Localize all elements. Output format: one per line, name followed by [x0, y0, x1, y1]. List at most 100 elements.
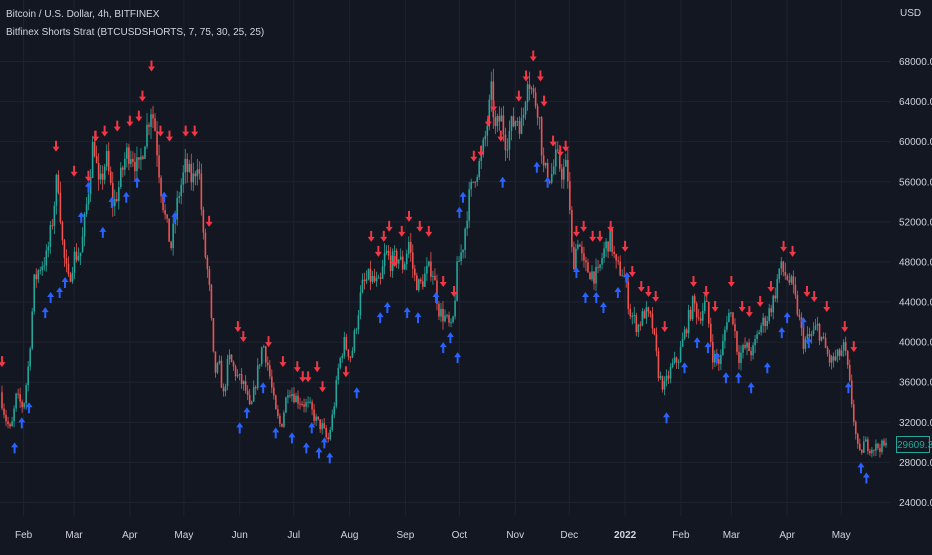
- short-signal-arrow: [628, 265, 636, 277]
- candle-body: [544, 162, 547, 166]
- short-signal-arrow: [385, 220, 393, 232]
- short-signal-arrow: [265, 336, 273, 348]
- candle-body: [49, 225, 52, 247]
- candle-body: [301, 403, 303, 405]
- candle-body: [705, 300, 708, 302]
- candle-body: [275, 395, 277, 410]
- candle-body: [1, 392, 3, 409]
- candle-body: [548, 182, 551, 184]
- candle-body: [91, 141, 94, 178]
- y-tick-label: 56000.0: [899, 177, 932, 188]
- candle-body: [210, 284, 213, 319]
- candle-body: [810, 334, 813, 337]
- candle-body: [244, 381, 247, 391]
- candle-body: [444, 315, 446, 322]
- candle-body: [341, 355, 344, 358]
- candle-body: [742, 345, 744, 353]
- candle-body: [67, 263, 70, 275]
- candle-body: [5, 414, 7, 422]
- long-signal-arrow: [857, 462, 865, 474]
- candle-body: [579, 244, 581, 247]
- candle-body: [865, 439, 867, 442]
- candle-body: [194, 173, 197, 177]
- candle-body: [345, 336, 348, 350]
- short-signal-arrow: [484, 115, 492, 127]
- long-signal-arrow: [581, 292, 589, 304]
- short-signal-arrow: [367, 230, 375, 242]
- candle-body: [407, 241, 410, 254]
- candle-body: [434, 275, 436, 281]
- candle-body: [353, 330, 356, 351]
- candle-body: [826, 347, 829, 355]
- candle-body: [57, 174, 60, 193]
- short-signal-arrow: [113, 120, 121, 132]
- candle-body: [728, 312, 730, 323]
- candle-body: [152, 114, 154, 119]
- candle-body: [788, 279, 791, 283]
- indicator-title[interactable]: Bitfinex Shorts Strat (BTCUSDSHORTS, 7, …: [6, 27, 265, 38]
- candle-body: [226, 358, 229, 387]
- candle-body: [720, 355, 722, 364]
- candle-body: [87, 194, 90, 205]
- candle-body: [53, 205, 56, 226]
- candle-body: [333, 406, 336, 415]
- candle-body: [671, 362, 674, 368]
- candle-body: [528, 84, 531, 89]
- short-signal-arrow: [580, 220, 588, 232]
- long-signal-arrow: [432, 292, 440, 304]
- candle-body: [514, 121, 517, 127]
- candle-body: [168, 218, 170, 242]
- candle-body: [97, 163, 100, 180]
- short-signal-arrow: [416, 220, 424, 232]
- candle-body: [343, 336, 346, 356]
- candle-body: [484, 135, 487, 140]
- candle-body: [403, 264, 406, 270]
- short-signal-arrow: [182, 125, 190, 137]
- candle-body: [15, 393, 17, 409]
- candle-body: [283, 412, 285, 427]
- candle-body: [599, 264, 601, 268]
- candle-body: [816, 323, 819, 326]
- candle-body: [359, 292, 362, 316]
- candle-body: [13, 408, 15, 422]
- candle-body: [160, 177, 162, 197]
- candle-body: [242, 381, 245, 385]
- currency-label[interactable]: USD: [900, 8, 922, 19]
- candle-body: [712, 341, 714, 363]
- candle-body: [581, 246, 583, 254]
- short-signal-arrow: [398, 225, 406, 237]
- candle-body: [848, 364, 851, 381]
- short-signal-arrow: [490, 100, 498, 112]
- candle-body: [178, 196, 180, 198]
- candle-body: [710, 323, 712, 342]
- long-signal-arrow: [763, 362, 771, 374]
- candle-body: [35, 274, 38, 280]
- candle-body: [812, 329, 815, 335]
- candle-body: [633, 315, 636, 317]
- candle-body: [808, 334, 811, 337]
- candle-body: [786, 275, 789, 280]
- candle-body: [138, 157, 140, 160]
- candle-body: [804, 338, 807, 349]
- candle-body: [643, 311, 646, 319]
- symbol-title[interactable]: Bitcoin / U.S. Dollar, 4h, BITFINEX: [6, 9, 160, 20]
- candle-body: [228, 354, 231, 359]
- candle-body: [325, 427, 327, 438]
- long-signal-arrow: [272, 427, 280, 439]
- candle-body: [172, 223, 174, 249]
- candle-body: [472, 181, 474, 183]
- short-signal-arrow: [529, 50, 537, 62]
- candle-body: [214, 351, 217, 373]
- long-signal-arrow: [243, 407, 251, 419]
- candle-body: [379, 277, 382, 279]
- candle-body: [107, 150, 110, 172]
- candle-body: [466, 220, 468, 229]
- candle-body: [405, 253, 408, 265]
- candle-body: [432, 275, 434, 277]
- candle-body: [105, 150, 108, 167]
- candle-body: [206, 257, 209, 270]
- y-tick-label: 32000.0: [899, 418, 932, 429]
- short-signal-arrow: [738, 301, 746, 313]
- candle-body: [230, 354, 233, 363]
